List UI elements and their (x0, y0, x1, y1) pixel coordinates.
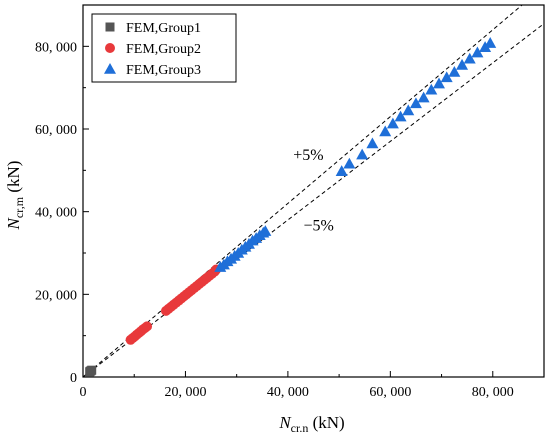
data-points (85, 37, 497, 377)
reference-line-label: +5% (293, 147, 323, 164)
legend-label: FEM,Group1 (126, 21, 201, 36)
data-point (394, 110, 407, 122)
x-tick-label: 0 (80, 385, 87, 400)
x-tick-label: 60, 000 (369, 385, 411, 400)
ticks-layer: 0 20, 000 40, 000 60, 000 80, 000 0 20, 000 40,… (35, 4, 545, 400)
legend-marker (105, 43, 115, 53)
y-tick-label: 0 (70, 371, 77, 386)
y-axis-label-sub: cr,m (12, 196, 26, 218)
data-point (463, 52, 476, 64)
legend-box (91, 13, 237, 83)
y-tick-label: 20, 000 (35, 288, 77, 303)
data-point (409, 97, 422, 109)
data-point (484, 37, 497, 48)
x-tick-label: 80, 000 (472, 385, 514, 400)
data-point (356, 148, 369, 160)
reference-line (83, 23, 544, 377)
data-point (343, 157, 356, 169)
data-point (417, 91, 430, 103)
data-point (440, 71, 453, 83)
data-point (259, 225, 272, 236)
y-tick-label: 80, 000 (35, 40, 77, 55)
data-point (448, 65, 461, 77)
data-point (142, 321, 153, 332)
data-point (432, 77, 445, 89)
y-axis-label-main: N (4, 216, 23, 230)
data-point (379, 125, 392, 137)
annotations: +5% −5% (293, 147, 334, 234)
y-tick-label: 60, 000 (35, 123, 77, 138)
data-point (456, 58, 469, 70)
y-axis-label: Ncr,m (kN) (4, 161, 26, 231)
data-point (366, 137, 379, 149)
legend-label: FEM,Group3 (126, 63, 201, 78)
x-tick-label: 20, 000 (164, 385, 206, 400)
y-tick-label: 40, 000 (35, 206, 77, 221)
data-point (386, 117, 399, 129)
data-point (402, 104, 415, 116)
x-axis-label-main: N (278, 413, 292, 432)
reference-line-label: −5% (303, 217, 333, 234)
legend: FEM,Group1 FEM,Group2 FEM,Group3 (91, 13, 237, 83)
legend-marker (104, 63, 116, 74)
data-point (87, 365, 97, 375)
plot-frame (82, 4, 545, 378)
x-axis-label: Ncr.n (kN) (278, 413, 344, 435)
reference-lines (83, 5, 544, 377)
data-point (471, 46, 484, 58)
x-axis-label-unit: (kN) (308, 413, 344, 432)
legend-marker (105, 22, 115, 32)
legend-label: FEM,Group2 (126, 42, 201, 57)
x-axis-label-sub: cr.n (291, 421, 309, 435)
x-tick-label: 40, 000 (267, 385, 309, 400)
data-point (335, 165, 348, 176)
data-point (425, 83, 438, 95)
reference-line (83, 5, 523, 377)
y-axis-label-unit: (kN) (4, 161, 23, 197)
